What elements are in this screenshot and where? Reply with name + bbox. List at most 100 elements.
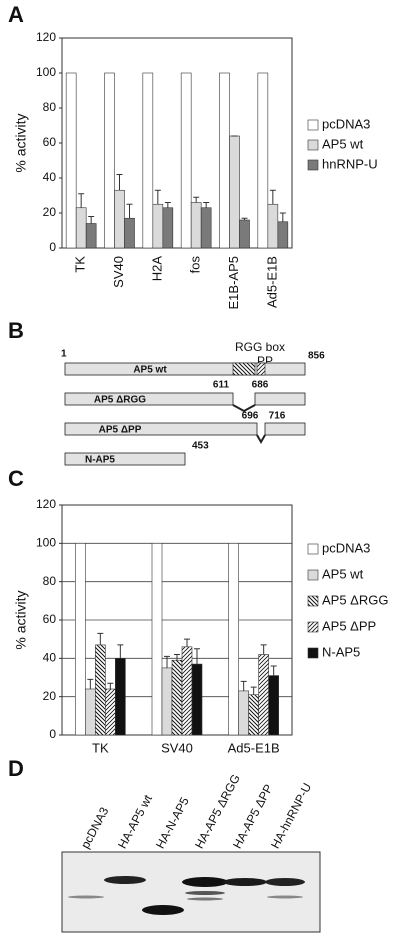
error-bar bbox=[154, 189, 161, 205]
deletion-junction bbox=[256, 434, 266, 445]
bar bbox=[75, 207, 87, 249]
lane-label: HA-hnRNP-U bbox=[268, 781, 314, 851]
bar bbox=[105, 688, 116, 736]
x-tick-label: TK bbox=[73, 256, 88, 273]
legend-swatch bbox=[307, 543, 319, 555]
bar bbox=[190, 202, 202, 249]
error-bar bbox=[97, 632, 104, 645]
bar bbox=[277, 221, 289, 249]
band bbox=[68, 895, 104, 899]
error-bar bbox=[107, 682, 114, 689]
lane-label: HA-AP5 ΔPP bbox=[230, 782, 276, 851]
legend-swatch bbox=[307, 119, 319, 131]
bar bbox=[229, 135, 240, 249]
bar-chart: % activity 0 20 40 60 80 100 120 TK SV40 Ad5-E1B pc… bbox=[13, 497, 389, 755]
y-tick-label: 60 bbox=[43, 135, 57, 149]
panel-letter: C bbox=[8, 466, 24, 491]
construct-bar bbox=[64, 392, 234, 406]
bar bbox=[85, 688, 96, 736]
legend-swatch bbox=[307, 159, 319, 171]
error-bar bbox=[116, 174, 123, 191]
bar bbox=[75, 543, 86, 736]
error-bar bbox=[126, 203, 133, 219]
position-label: 453 bbox=[192, 441, 209, 452]
error-bar bbox=[88, 216, 95, 224]
error-bar bbox=[184, 638, 190, 647]
construct-name: AP5 ΔRGG bbox=[94, 395, 146, 406]
y-tick-label: 120 bbox=[36, 497, 56, 511]
error-bar bbox=[260, 644, 267, 655]
y-tick-label: 60 bbox=[43, 612, 57, 626]
panel-letter: A bbox=[8, 2, 24, 27]
bar bbox=[200, 207, 212, 249]
domain-label: RGG box bbox=[235, 340, 285, 354]
error-bar bbox=[78, 193, 85, 208]
legend-label: AP5 ΔPP bbox=[322, 618, 376, 633]
band bbox=[187, 897, 223, 901]
error-bar bbox=[240, 680, 247, 691]
legend-label: N-AP5 bbox=[322, 644, 360, 659]
y-tick-label: 20 bbox=[43, 689, 57, 703]
error-bar bbox=[117, 644, 124, 659]
error-bar bbox=[250, 686, 257, 695]
y-tick-label: 80 bbox=[43, 100, 57, 114]
y-axis-label: % activity bbox=[13, 113, 29, 172]
y-tick-label: 100 bbox=[36, 536, 56, 550]
position-label: 1 bbox=[61, 349, 67, 360]
construct-name: AP5 wt bbox=[133, 365, 167, 376]
error-bar bbox=[279, 212, 286, 222]
bar bbox=[114, 189, 125, 249]
error-bar bbox=[194, 648, 200, 665]
y-tick-label: 40 bbox=[43, 651, 57, 665]
error-bar bbox=[269, 189, 276, 205]
y-tick-label: 80 bbox=[43, 574, 57, 588]
x-tick-label: E1B-AP5 bbox=[226, 256, 241, 309]
band bbox=[265, 878, 305, 886]
construct-bar bbox=[254, 392, 306, 406]
bar bbox=[104, 72, 115, 249]
y-tick-label: 120 bbox=[36, 30, 56, 44]
bar bbox=[95, 644, 106, 736]
bar bbox=[267, 203, 279, 249]
lane-label: HA-AP5 wt bbox=[115, 792, 155, 851]
bar bbox=[257, 72, 269, 249]
bar bbox=[191, 663, 203, 736]
position-label: 716 bbox=[269, 411, 286, 422]
y-tick-label: 100 bbox=[36, 65, 56, 79]
bar bbox=[219, 72, 230, 249]
bar bbox=[238, 690, 249, 736]
x-tick-label: Ad5-E1B bbox=[228, 740, 280, 755]
error-bar bbox=[193, 196, 200, 203]
lane-label: pcDNA3 bbox=[78, 805, 111, 851]
bar bbox=[228, 543, 239, 736]
pp-domain bbox=[256, 362, 266, 376]
bar bbox=[152, 203, 164, 249]
western-blot: pcDNA3 HA-AP5 wt HA-N-AP5 HA-AP5 ΔRGG HA… bbox=[61, 772, 321, 933]
panel-letter: B bbox=[8, 318, 24, 343]
position-label: 686 bbox=[252, 380, 269, 391]
band bbox=[142, 905, 184, 915]
bar bbox=[268, 675, 279, 736]
position-label: 611 bbox=[213, 380, 230, 391]
y-axis-label: % activity bbox=[13, 590, 29, 649]
y-tick-label: 0 bbox=[49, 727, 56, 741]
x-tick-label: Ad5-E1B bbox=[264, 256, 279, 308]
x-tick-label: TK bbox=[92, 740, 109, 755]
error-bar bbox=[270, 665, 277, 676]
error-bar bbox=[203, 202, 210, 208]
bar bbox=[171, 659, 183, 736]
bar bbox=[162, 207, 174, 249]
deletion-junction bbox=[232, 404, 256, 413]
band bbox=[185, 891, 225, 895]
bar bbox=[180, 72, 192, 249]
position-label: 696 bbox=[242, 411, 259, 422]
error-bar bbox=[87, 678, 94, 689]
band bbox=[267, 895, 303, 899]
band bbox=[223, 878, 267, 886]
bar bbox=[258, 654, 269, 736]
legend-swatch bbox=[307, 595, 319, 607]
error-bar bbox=[164, 202, 171, 208]
legend-label: AP5 wt bbox=[322, 566, 364, 581]
